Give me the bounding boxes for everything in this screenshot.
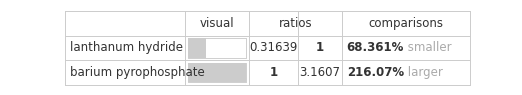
Text: 216.07%: 216.07% — [347, 66, 404, 79]
Text: 68.361%: 68.361% — [347, 42, 404, 54]
Text: smaller: smaller — [404, 42, 452, 54]
Text: comparisons: comparisons — [369, 17, 444, 30]
Text: 1: 1 — [316, 42, 324, 54]
Text: visual: visual — [199, 17, 234, 30]
Bar — [188, 38, 246, 58]
Text: larger: larger — [404, 66, 443, 79]
Bar — [188, 63, 246, 82]
Bar — [188, 38, 206, 58]
Text: 0.31639: 0.31639 — [250, 42, 298, 54]
Text: ratios: ratios — [279, 17, 313, 30]
Bar — [188, 63, 246, 82]
Bar — [188, 63, 246, 82]
Text: barium pyrophosphate: barium pyrophosphate — [70, 66, 205, 79]
Text: 3.1607: 3.1607 — [300, 66, 341, 79]
Text: 1: 1 — [269, 66, 278, 79]
Bar — [188, 38, 246, 58]
Text: lanthanum hydride: lanthanum hydride — [70, 42, 183, 54]
